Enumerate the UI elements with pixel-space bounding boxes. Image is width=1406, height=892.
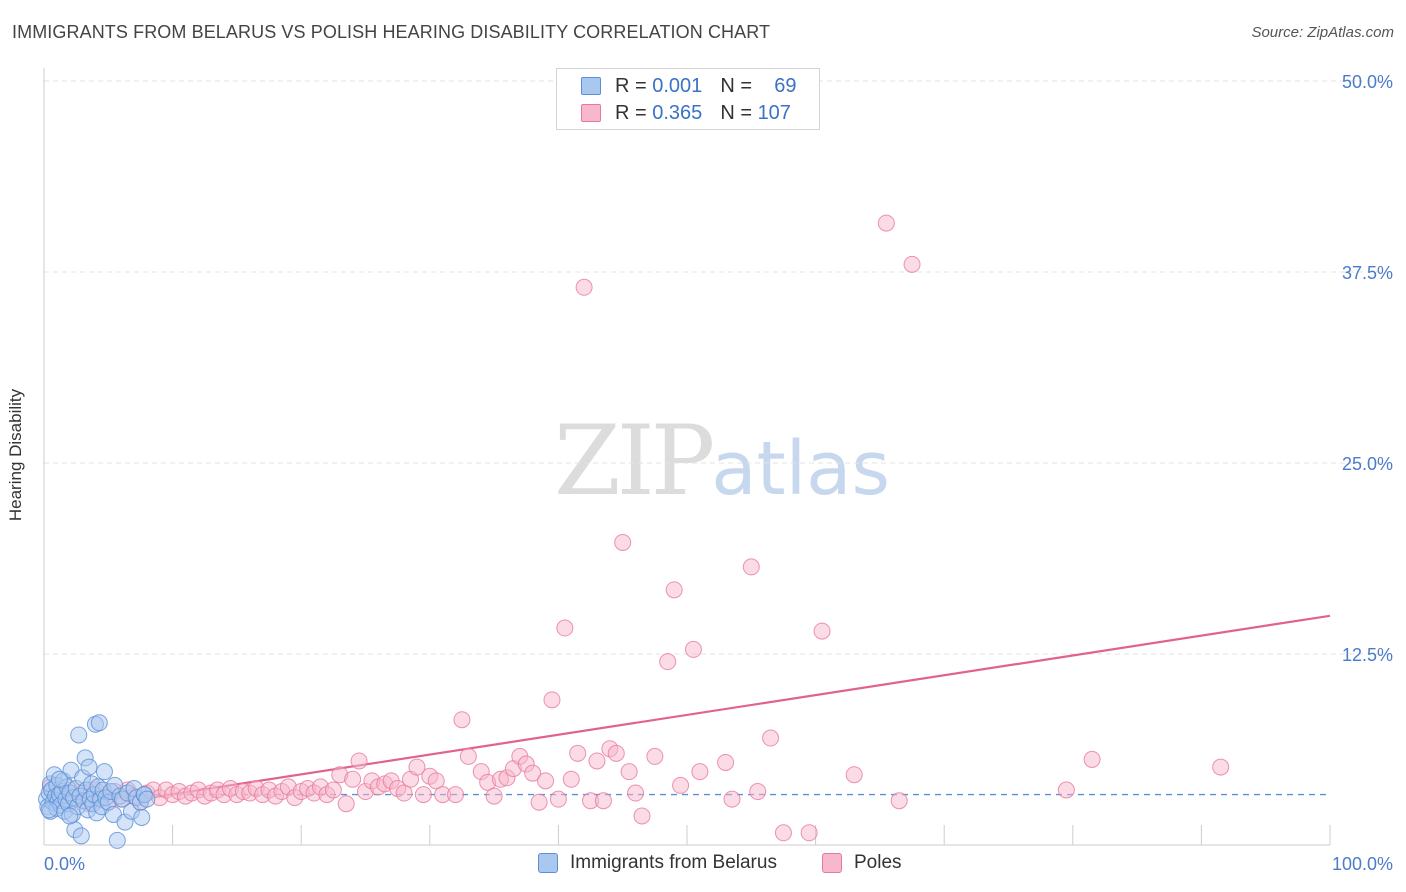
- point-belarus: [95, 763, 113, 781]
- point-poles: [485, 787, 503, 805]
- legend-row-poles: R = 0.365 N = 107: [581, 100, 791, 126]
- point-belarus: [80, 758, 98, 776]
- point-poles: [427, 772, 445, 790]
- point-poles: [614, 533, 632, 551]
- y-tick-label: 50.0%: [1342, 72, 1393, 92]
- data-points: [38, 214, 1230, 849]
- point-poles: [562, 770, 580, 788]
- point-poles: [1083, 750, 1101, 768]
- y-tick-label: 25.0%: [1342, 454, 1393, 474]
- point-poles: [1057, 781, 1075, 799]
- point-poles: [672, 776, 690, 794]
- bottom-legend-label-poles: Poles: [854, 852, 902, 873]
- point-poles: [620, 763, 638, 781]
- x-tick-label: 0.0%: [44, 854, 85, 874]
- y-tick-label: 12.5%: [1342, 645, 1393, 665]
- watermark-zip: ZIP: [554, 405, 715, 517]
- legend-swatch-poles: [581, 104, 601, 122]
- gridlines: [44, 80, 1394, 655]
- point-poles: [717, 753, 735, 771]
- point-poles: [749, 783, 767, 801]
- point-belarus: [50, 770, 68, 788]
- point-poles: [549, 790, 567, 808]
- legend-n-label: N =: [720, 101, 752, 124]
- point-poles: [742, 558, 760, 576]
- trend-line-poles: [140, 614, 1331, 801]
- point-poles: [774, 824, 792, 842]
- point-belarus: [72, 827, 90, 845]
- point-poles: [665, 581, 683, 599]
- point-poles: [890, 792, 908, 810]
- point-belarus: [40, 801, 58, 819]
- point-poles: [575, 278, 593, 296]
- legend-n-label: N =: [720, 74, 752, 97]
- point-poles: [723, 790, 741, 808]
- point-poles: [543, 691, 561, 709]
- point-poles: [569, 744, 587, 762]
- point-poles: [800, 824, 818, 842]
- point-poles: [691, 763, 709, 781]
- x-tick-label: 100.0%: [1332, 854, 1393, 874]
- point-belarus: [70, 726, 88, 744]
- legend-swatch-belarus: [581, 77, 601, 95]
- watermark-atlas: atlas: [711, 426, 891, 512]
- point-poles: [459, 747, 477, 765]
- y-tick-labels: 12.5% 25.0% 37.5% 50.0%: [1342, 72, 1393, 665]
- legend-r-label: R =: [615, 101, 647, 124]
- point-poles: [627, 784, 645, 802]
- point-poles: [408, 758, 426, 776]
- point-poles: [556, 619, 574, 637]
- axes: [43, 68, 1331, 846]
- point-belarus: [61, 807, 79, 825]
- y-tick-label: 37.5%: [1342, 263, 1393, 283]
- point-poles: [337, 795, 355, 813]
- bottom-legend-swatch-poles: [822, 853, 842, 873]
- bottom-legend-label-belarus: Immigrants from Belarus: [570, 852, 777, 873]
- point-poles: [350, 752, 368, 770]
- chart-title: IMMIGRANTS FROM BELARUS VS POLISH HEARIN…: [12, 22, 771, 42]
- point-poles: [453, 711, 471, 729]
- y-axis-label: Hearing Disability: [6, 388, 25, 522]
- legend: R = 0.001 N = 69 R = 0.365 N = 107: [556, 68, 820, 130]
- point-poles: [537, 772, 555, 790]
- bottom-legend-swatch-belarus: [538, 853, 558, 873]
- x-tick-labels: 0.0% 100.0%: [44, 854, 1393, 874]
- point-poles: [813, 622, 831, 640]
- point-poles: [903, 255, 921, 273]
- point-belarus: [133, 808, 151, 826]
- trend-lines: [44, 614, 1331, 801]
- point-poles: [845, 766, 863, 784]
- point-belarus: [138, 790, 156, 808]
- point-poles: [524, 764, 542, 782]
- bottom-legend-poles: Poles: [822, 852, 902, 874]
- legend-r-label: R =: [615, 74, 647, 97]
- point-poles: [588, 752, 606, 770]
- chart-source: Source: ZipAtlas.com: [1251, 24, 1394, 41]
- legend-row-belarus: R = 0.001 N = 69: [581, 73, 796, 99]
- point-poles: [877, 214, 895, 232]
- point-belarus: [108, 831, 126, 849]
- point-poles: [324, 781, 342, 799]
- point-poles: [633, 807, 651, 825]
- point-poles: [594, 792, 612, 810]
- point-poles: [414, 786, 432, 804]
- point-belarus: [90, 714, 108, 732]
- point-poles: [762, 729, 780, 747]
- point-poles: [1212, 758, 1230, 776]
- point-poles: [607, 744, 625, 762]
- point-poles: [530, 793, 548, 811]
- bottom-legend-belarus: Immigrants from Belarus: [538, 852, 777, 874]
- point-poles: [395, 784, 413, 802]
- point-poles: [659, 653, 677, 671]
- point-poles: [447, 786, 465, 804]
- point-poles: [646, 747, 664, 765]
- point-poles: [684, 640, 702, 658]
- watermark: ZIPatlas: [554, 405, 890, 517]
- legend-r-value: 0.365: [652, 101, 703, 124]
- legend-r-value: 0.001: [652, 74, 703, 97]
- point-poles: [344, 770, 362, 788]
- legend-n-value: 107: [757, 101, 791, 124]
- legend-n-value: 69: [774, 74, 797, 97]
